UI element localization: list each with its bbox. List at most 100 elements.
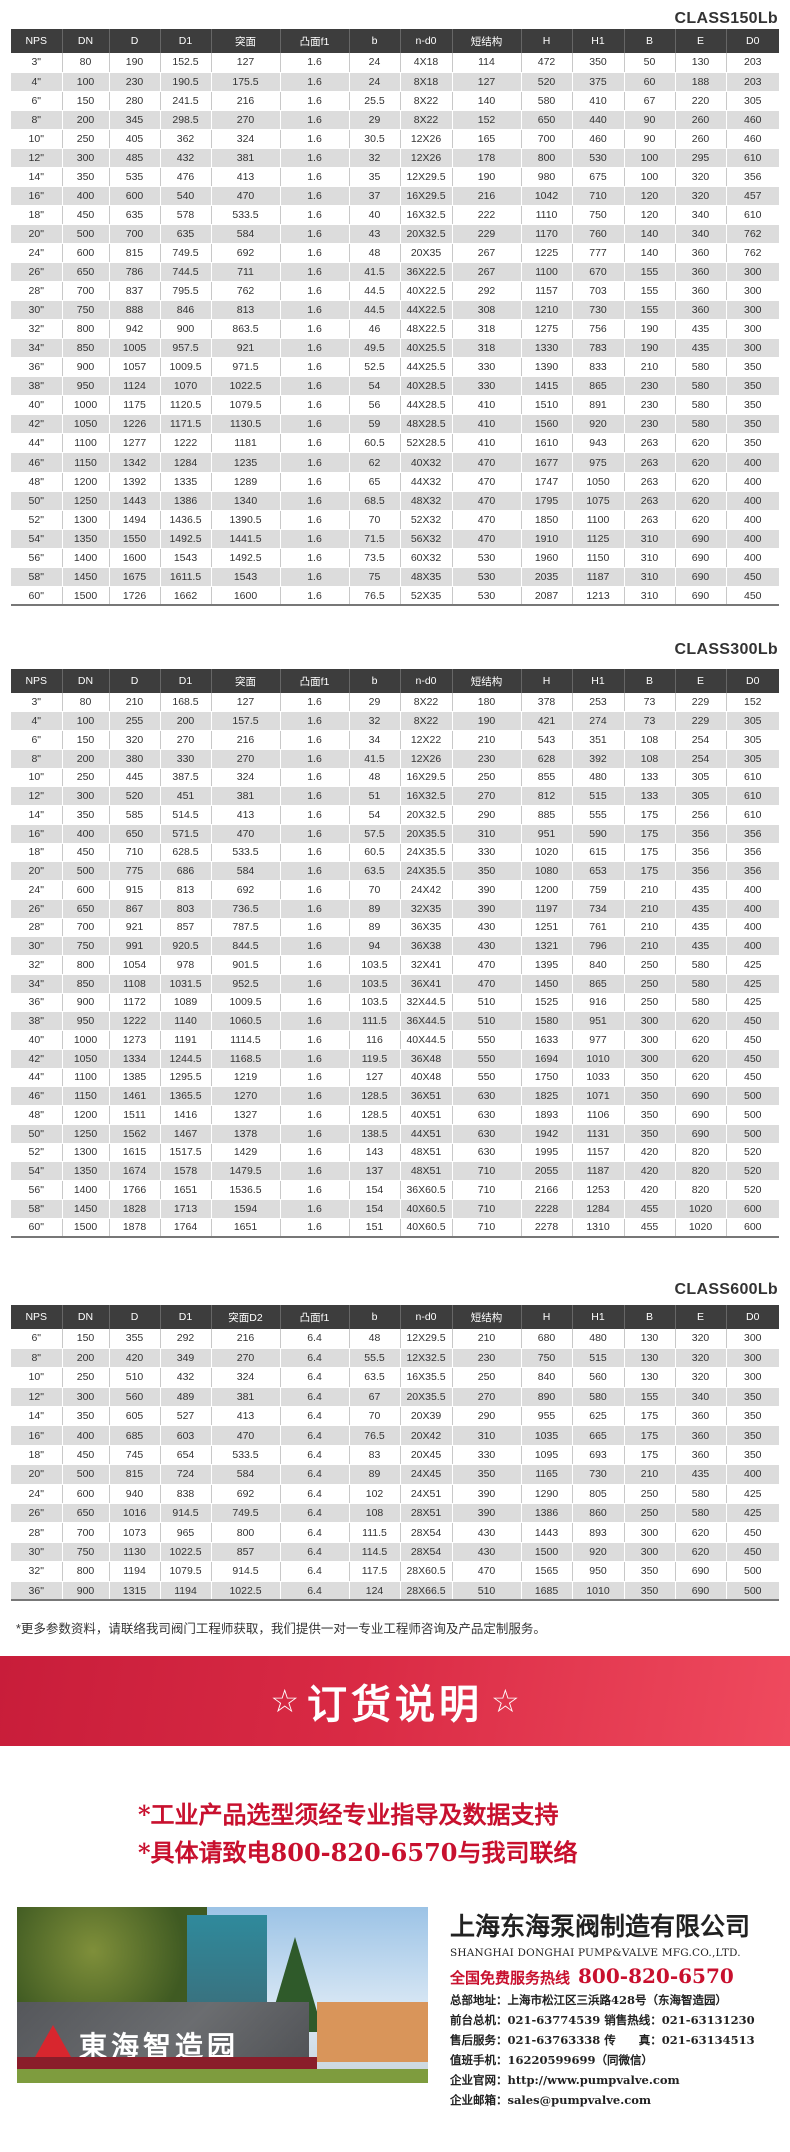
table-cell: 520 [725,1143,779,1163]
table-cell: 2166 [520,1180,572,1200]
table-cell: 600 [61,243,109,264]
table-row: 60" 1500 1726 1662 1600 1.6 76.5 52X35 530 2087 12… [11,586,779,607]
table-cell: 12X22 [399,730,452,750]
table-cell: 8" [11,749,62,769]
table-cell: 400 [61,186,109,206]
table-cell: 40X51 [399,1105,452,1125]
table-cell: 1960 [520,548,572,568]
table-cell: 300 [61,786,109,806]
table-cell: 6" [11,1329,62,1349]
hotline-number: 800-820-6570 [578,1964,734,1988]
table-cell: 360 [674,281,726,302]
table-cell: 630 [451,1124,521,1144]
table-cell: 730 [571,300,624,321]
table-cell: 820 [674,1161,726,1181]
website-link[interactable]: 企业官网：http://www.pumpvalve.com [450,2073,680,2087]
table-cell: 820 [674,1180,726,1200]
email-link[interactable]: 企业邮箱：sales@pumpvalve.com [450,2093,652,2107]
table-cell: 188 [674,72,726,92]
column-header: b [348,1305,400,1329]
table-cell: 50" [11,1124,62,1144]
table-cell: 520 [520,72,572,92]
table-cell: 6.4 [279,1425,349,1446]
table-cell: 420 [623,1180,675,1200]
table-cell: 67 [348,1387,400,1408]
column-header: D [108,1305,160,1329]
table-cell: 152 [451,110,521,130]
table-cell: 455 [623,1199,675,1219]
table-cell: 1651 [210,1218,280,1238]
table-cell: 1500 [61,1218,109,1238]
class-title: CLASS300Lb [674,641,778,658]
table-cell: 1580 [520,1011,572,1031]
table-cell: 1494 [108,510,160,530]
table-cell: 300 [725,281,779,302]
table-cell: 1.6 [279,824,349,844]
table-cell: 470 [210,824,280,844]
table-cell: 690 [674,1086,726,1106]
star-icon: ☆ [491,1683,520,1719]
table-cell: 381 [210,148,280,168]
table-cell: 20" [11,1464,62,1485]
table-cell: 1543 [210,567,280,587]
table-cell: 1073 [108,1522,160,1543]
table-row: 42" 1050 1226 1171.5 1130.5 1.6 59 48X28.5 410 15… [11,414,779,435]
table-cell: 1662 [159,586,211,607]
table-cell: 90 [623,110,675,130]
table-cell: 749.5 [159,243,211,264]
table-row: 10" 250 445 387.5 324 1.6 48 16X29.5 250 855 480 13… [11,768,779,788]
table-cell: 108 [623,749,675,769]
table-cell: 955 [520,1406,572,1427]
table-row: 32" 800 942 900 863.5 1.6 46 48X22.5 318 1275 756 1… [11,319,779,340]
table-cell: 305 [725,711,779,731]
table-cell: 700 [520,129,572,149]
table-cell: 455 [623,1218,675,1238]
table-cell: 387.5 [159,768,211,788]
table-cell: 1536.5 [210,1180,280,1200]
table-cell: 686 [159,861,211,881]
table-cell: 750 [520,1348,572,1369]
table-cell: 55.5 [348,1348,400,1369]
table-cell: 102 [348,1484,400,1505]
table-cell: 100 [61,72,109,92]
table-cell: 63.5 [348,1367,400,1388]
table-cell: 500 [725,1086,779,1106]
table-cell: 263 [623,433,675,454]
table-cell: 425 [725,974,779,994]
table-cell: 1075 [571,491,624,511]
table-cell: 650 [108,824,160,844]
table-cell: 1100 [520,262,572,283]
table-cell: 580 [571,1387,624,1408]
table-cell: 1089 [159,993,211,1013]
column-header: D1 [159,1305,211,1329]
table-cell: 1080 [520,861,572,881]
table-row: 36" 900 1057 1009.5 971.5 1.6 52.5 44X25.5 330 13… [11,357,779,378]
table-cell: 360 [674,1445,726,1466]
column-header: D0 [725,669,779,693]
table-cell: 305 [674,786,726,806]
table-row: 56" 1400 1600 1543 1492.5 1.6 73.5 60X32 530 1960… [11,548,779,568]
table-cell: 3" [11,53,62,73]
table-cell: 260 [674,110,726,130]
column-header: D0 [725,1305,779,1329]
table-cell: 1295.5 [159,1068,211,1088]
table-cell: 57.5 [348,824,400,844]
table-cell: 580 [674,955,726,975]
table-cell: 175 [623,1445,675,1466]
table-cell: 750 [61,1542,109,1563]
table-cell: 229 [674,693,726,713]
table-cell: 430 [451,918,521,938]
table-cell: 710 [451,1180,521,1200]
table-cell: 16X32.5 [399,205,452,225]
table-cell: 1022.5 [159,1542,211,1563]
table-cell: 350 [725,357,779,378]
table-cell: 274 [571,711,624,731]
table-cell: 330 [451,376,521,397]
table-cell: 744.5 [159,262,211,283]
table-cell: 250 [451,1367,521,1388]
table-cell: 8X22 [399,91,452,111]
table-cell: 300 [725,1367,779,1388]
table-cell: 710 [451,1218,521,1238]
table-cell: 942 [108,319,160,340]
table-cell: 70 [348,880,400,900]
